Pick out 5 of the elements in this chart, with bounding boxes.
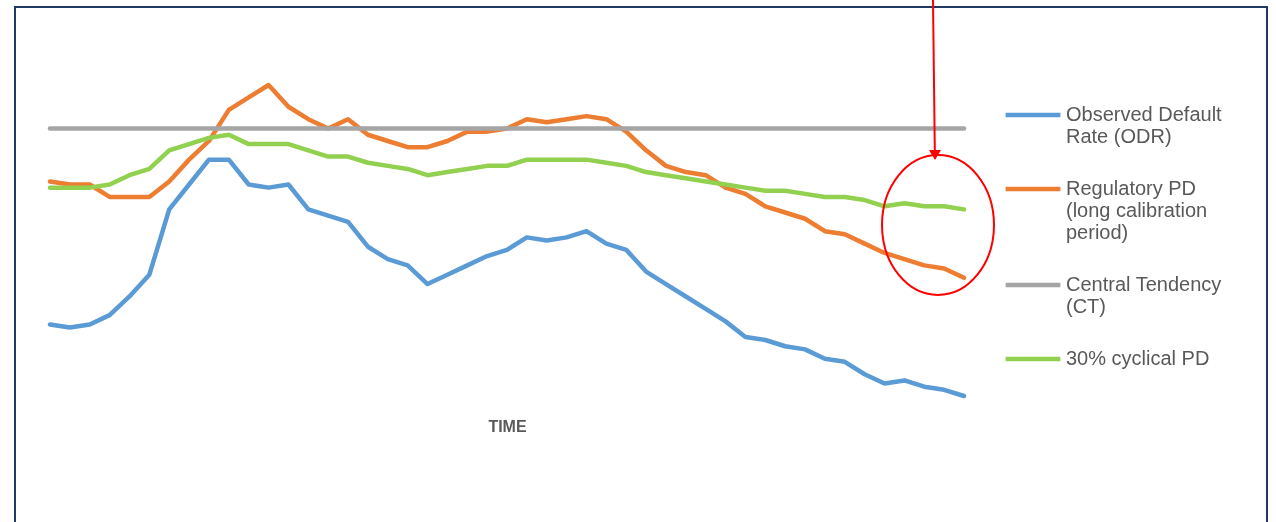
legend-label: Observed Default Rate (ODR) bbox=[1066, 103, 1223, 147]
legend-label: Central Tendency (CT) bbox=[1066, 273, 1222, 317]
x-axis-title: TIME bbox=[488, 417, 527, 435]
legend-label: Regulatory PD (long calibration period) bbox=[1066, 177, 1208, 243]
legend-label: 30% cyclical PD bbox=[1066, 347, 1210, 369]
